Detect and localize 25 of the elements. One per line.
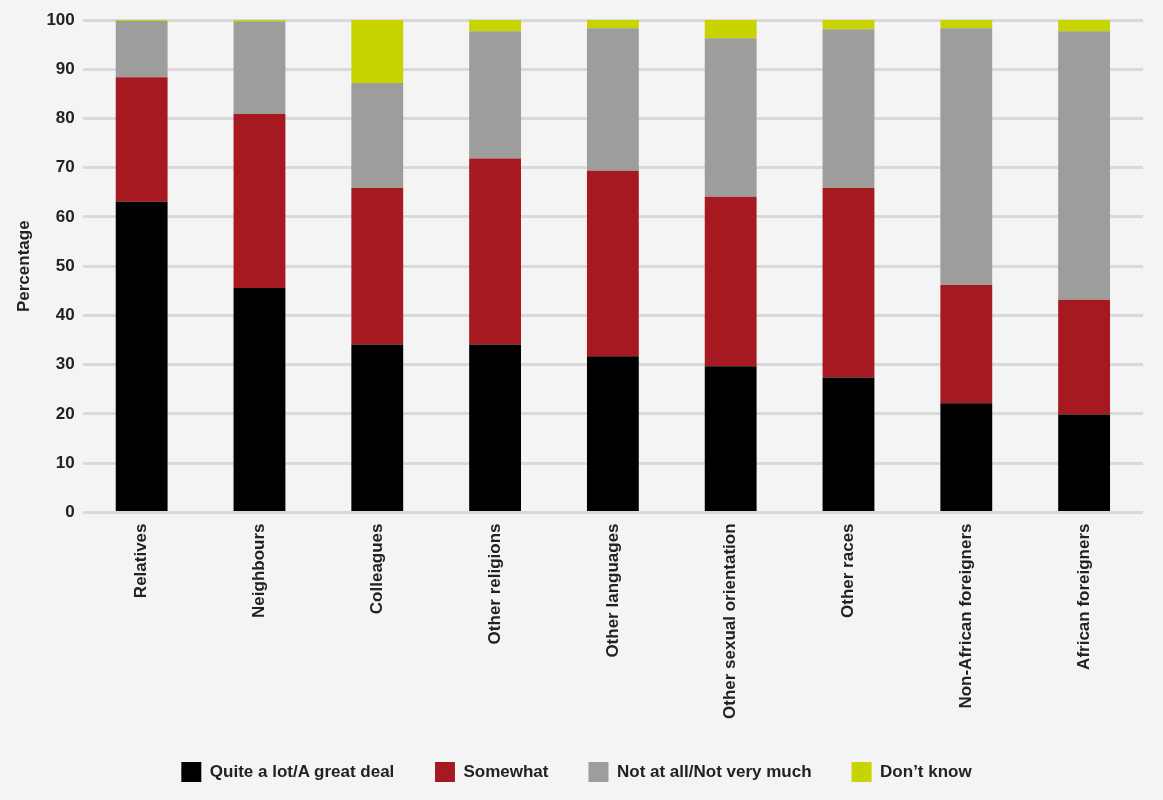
x-tick-label: Other languages (602, 523, 622, 658)
legend-label: Not at all/Not very much (616, 761, 812, 781)
y-tick-label: 10 (55, 452, 75, 472)
y-tick-label: 90 (55, 58, 75, 78)
x-tick-label: Other races (838, 523, 858, 618)
y-tick-label: 100 (46, 9, 75, 29)
legend-label: Don’t know (880, 761, 973, 781)
x-tick-label: Other religions (484, 523, 504, 645)
y-tick-label: 60 (55, 206, 75, 226)
y-tick-label: 70 (55, 157, 75, 177)
legend-label: Somewhat (463, 761, 549, 781)
y-tick-label: 40 (55, 305, 75, 325)
x-tick-label: Neighbours (249, 523, 269, 618)
y-axis-title: Percentage (13, 220, 33, 313)
x-tick-label: African foreigners (1073, 523, 1093, 670)
y-tick-label: 20 (55, 403, 75, 423)
x-tick-label: Other sexual orientation (720, 523, 740, 720)
x-tick-label: Relatives (131, 523, 151, 599)
y-tick-label: 0 (65, 502, 75, 522)
x-tick-label: Colleagues (366, 523, 386, 615)
y-tick-label: 30 (55, 354, 75, 374)
x-tick-label: Non-African foreigners (955, 523, 975, 709)
y-tick-label: 80 (55, 108, 75, 128)
y-tick-label: 50 (55, 255, 75, 275)
legend-label: Quite a lot/A great deal (209, 761, 395, 781)
